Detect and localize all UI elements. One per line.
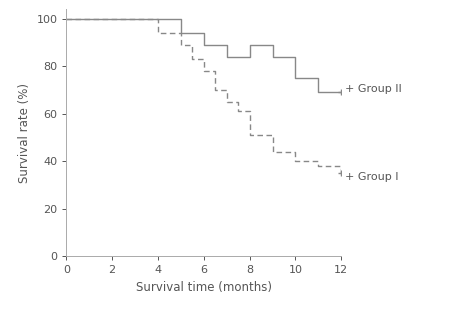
Text: + Group I: + Group I — [345, 172, 398, 182]
Y-axis label: Survival rate (%): Survival rate (%) — [18, 83, 31, 183]
X-axis label: Survival time (months): Survival time (months) — [136, 281, 272, 294]
Text: + Group II: + Group II — [345, 84, 401, 94]
